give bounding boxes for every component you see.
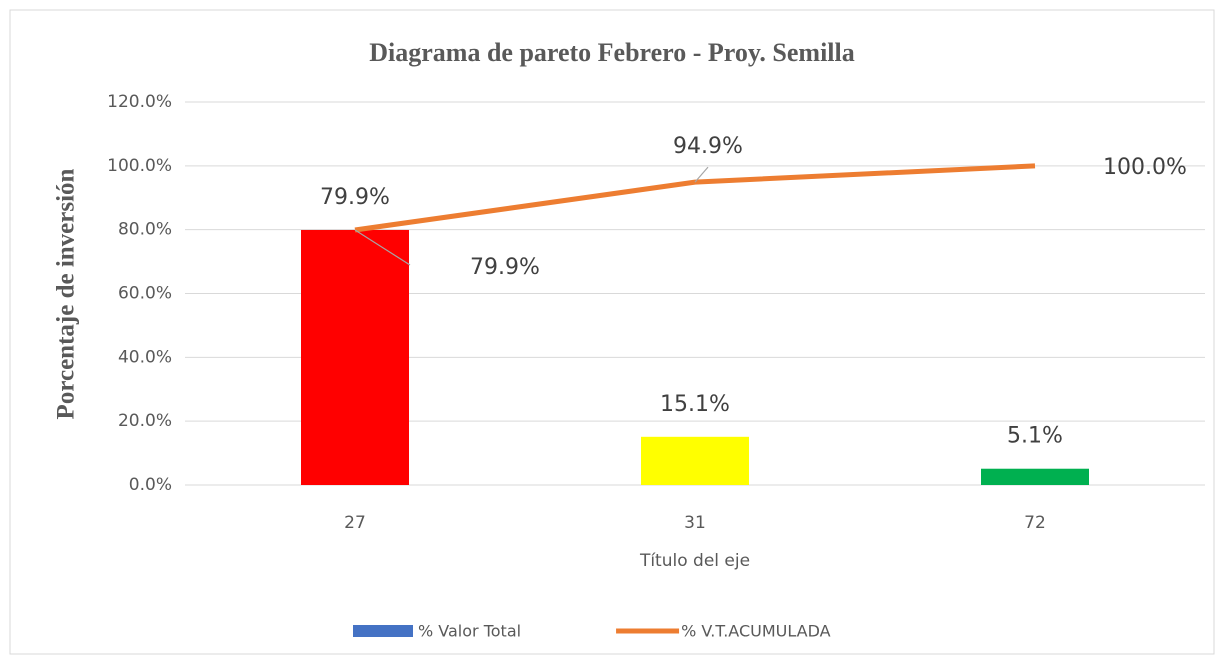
data-label: 94.9% (673, 134, 743, 159)
chart-border (9, 9, 1215, 655)
y-tick-label: 20.0% (118, 411, 172, 431)
bar (301, 229, 409, 485)
y-tick-label: 60.0% (118, 284, 172, 304)
data-label: 79.9% (470, 255, 540, 280)
x-tick-label: 27 (344, 513, 366, 533)
data-label: 79.9% (320, 185, 390, 210)
y-tick-label: 40.0% (118, 347, 172, 367)
y-tick-label: 0.0% (129, 475, 172, 495)
y-tick-label: 100.0% (107, 156, 172, 176)
data-label: 5.1% (1007, 424, 1063, 449)
chart-title: Diagrama de pareto Febrero - Proy. Semil… (369, 38, 855, 67)
x-tick-label: 31 (684, 513, 706, 533)
bar (641, 436, 749, 485)
data-label: 100.0% (1103, 155, 1187, 180)
leader-line (354, 229, 411, 266)
y-tick-label: 80.0% (118, 220, 172, 240)
data-label: 15.1% (660, 392, 730, 417)
y-axis-title: Porcentaje de inversión (53, 168, 80, 419)
legend-label: % V.T.ACUMULADA (681, 622, 831, 641)
leader-line (694, 166, 709, 183)
x-tick-label: 72 (1024, 513, 1046, 533)
bar (981, 468, 1089, 485)
legend-label: % Valor Total (418, 622, 521, 641)
legend-swatch (353, 625, 413, 637)
x-axis-title: Título del eje (639, 551, 750, 571)
y-tick-label: 120.0% (107, 92, 172, 112)
